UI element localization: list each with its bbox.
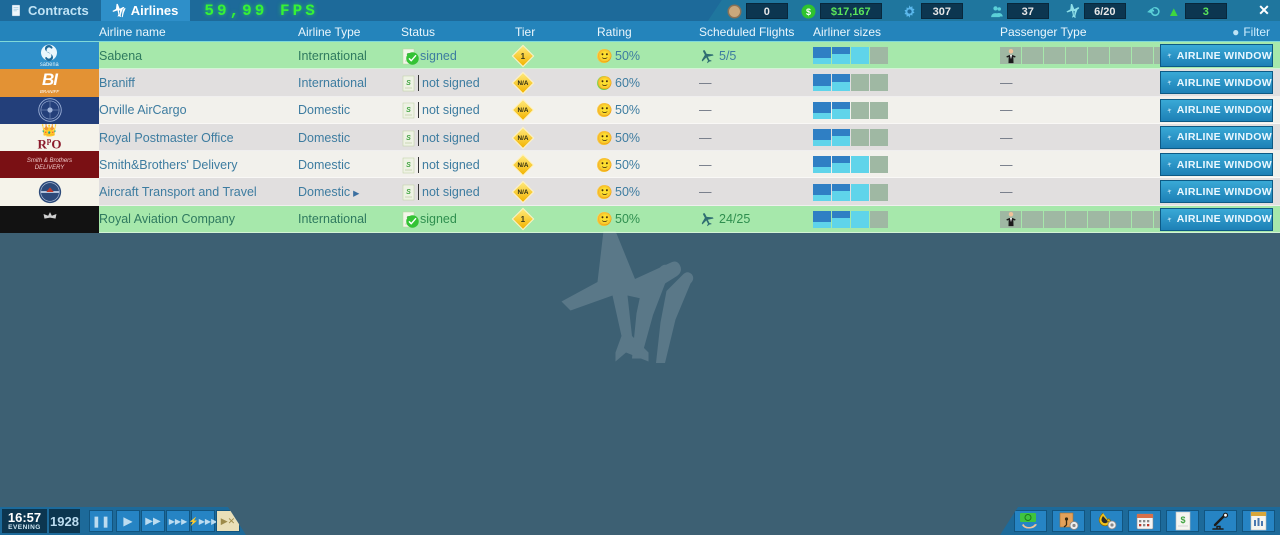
svg-text:S: S — [406, 189, 411, 196]
svg-text:S: S — [406, 80, 411, 87]
svg-text:$: $ — [806, 7, 811, 17]
svg-text:S: S — [406, 107, 411, 114]
svg-text:$: $ — [1180, 515, 1185, 525]
svg-text:S: S — [406, 162, 411, 169]
svg-text:S: S — [406, 135, 411, 142]
